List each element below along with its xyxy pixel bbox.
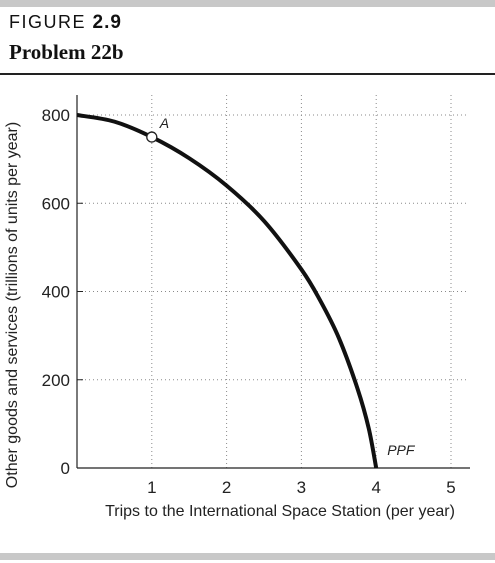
y-tick-label-800: 800: [42, 106, 70, 125]
x-tick-label-2: 2: [222, 478, 231, 497]
x-axis-title: Trips to the International Space Station…: [105, 503, 455, 520]
x-tick-label-4: 4: [371, 478, 380, 497]
y-axis-title: Other goods and services (trillions of u…: [4, 122, 21, 488]
bottom-rule: [0, 553, 495, 560]
x-tick-label-5: 5: [446, 478, 455, 497]
point-a-label: A: [159, 115, 169, 131]
y-tick-label-600: 600: [42, 194, 70, 213]
x-tick-label-1: 1: [147, 478, 156, 497]
figure-label: FIGURE 2.9: [9, 12, 122, 34]
figure-label-word: FIGURE: [9, 12, 87, 32]
y-tick-label-0: 0: [61, 459, 70, 478]
y-tick-label-200: 200: [42, 371, 70, 390]
top-rule: [0, 0, 495, 7]
figure-number: 2.9: [92, 12, 122, 33]
title-rule: [0, 73, 495, 75]
ppf-label: PPF: [387, 442, 416, 458]
x-tick-label-3: 3: [297, 478, 306, 497]
point-a-marker: [146, 131, 158, 143]
figure-title: Problem 22b: [9, 40, 124, 64]
y-tick-label-400: 400: [42, 283, 70, 302]
